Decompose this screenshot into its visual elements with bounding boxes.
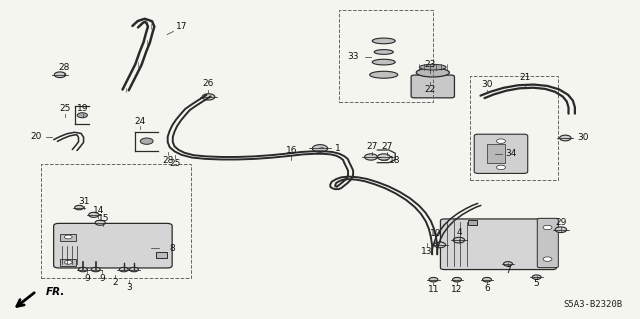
Bar: [41, 164, 191, 278]
Circle shape: [497, 165, 506, 170]
Circle shape: [75, 205, 84, 210]
Text: 28: 28: [58, 63, 70, 72]
Text: 25: 25: [60, 104, 71, 113]
Text: 4: 4: [456, 228, 461, 237]
Circle shape: [202, 94, 215, 100]
Circle shape: [532, 275, 541, 279]
Text: S5A3-B2320B: S5A3-B2320B: [564, 300, 623, 309]
Text: 16: 16: [285, 145, 297, 154]
Text: FR.: FR.: [46, 287, 65, 297]
Text: 8: 8: [170, 243, 175, 253]
Circle shape: [92, 267, 100, 272]
Text: 31: 31: [79, 197, 90, 206]
Text: 19: 19: [77, 104, 89, 113]
Circle shape: [483, 278, 492, 282]
Circle shape: [559, 135, 571, 141]
Ellipse shape: [370, 71, 397, 78]
Text: 28: 28: [163, 156, 174, 165]
Text: 27: 27: [367, 142, 378, 151]
Circle shape: [312, 145, 328, 152]
Text: 9: 9: [84, 274, 90, 283]
Circle shape: [365, 154, 378, 160]
Text: 29: 29: [555, 218, 566, 226]
Text: 22: 22: [424, 85, 435, 94]
FancyBboxPatch shape: [538, 218, 558, 268]
Circle shape: [89, 212, 99, 217]
Circle shape: [54, 72, 66, 78]
Text: 3: 3: [126, 283, 132, 292]
Circle shape: [65, 235, 72, 239]
Circle shape: [429, 278, 438, 282]
Bar: [156, 252, 167, 258]
Text: 6: 6: [484, 284, 490, 293]
Bar: [487, 144, 505, 163]
Text: 27: 27: [381, 142, 392, 151]
Circle shape: [497, 139, 506, 143]
FancyBboxPatch shape: [54, 223, 172, 268]
Text: 25: 25: [169, 159, 180, 168]
Ellipse shape: [374, 50, 394, 54]
Circle shape: [378, 154, 390, 160]
Circle shape: [65, 260, 72, 264]
Text: 34: 34: [506, 149, 517, 158]
FancyBboxPatch shape: [474, 134, 528, 174]
Ellipse shape: [372, 38, 395, 44]
Circle shape: [452, 278, 461, 282]
Text: 26: 26: [203, 79, 214, 88]
Circle shape: [543, 225, 552, 230]
Text: 33: 33: [348, 52, 359, 61]
Circle shape: [434, 242, 445, 248]
Bar: [339, 10, 433, 102]
Text: 17: 17: [176, 22, 188, 31]
Text: 7: 7: [505, 266, 511, 275]
Text: 9: 9: [99, 274, 105, 283]
Circle shape: [504, 262, 513, 266]
Ellipse shape: [416, 68, 449, 77]
Circle shape: [555, 227, 566, 233]
Circle shape: [119, 267, 128, 272]
Circle shape: [79, 267, 88, 272]
Text: 2: 2: [112, 278, 118, 287]
Ellipse shape: [419, 64, 446, 70]
Circle shape: [77, 113, 88, 118]
Bar: [60, 234, 76, 241]
Bar: [470, 76, 557, 180]
Text: 23: 23: [424, 60, 435, 69]
Ellipse shape: [372, 59, 395, 65]
Bar: [468, 219, 477, 225]
Circle shape: [140, 138, 153, 144]
FancyBboxPatch shape: [440, 219, 556, 270]
Circle shape: [129, 267, 138, 272]
Circle shape: [543, 257, 552, 261]
Text: 24: 24: [134, 117, 146, 126]
Text: 14: 14: [93, 206, 104, 215]
Bar: [60, 259, 76, 266]
Text: 13: 13: [421, 247, 433, 256]
Text: 15: 15: [97, 213, 109, 222]
Text: 30: 30: [481, 80, 493, 89]
Text: 11: 11: [428, 285, 439, 294]
Text: 10: 10: [430, 229, 442, 238]
Text: 12: 12: [451, 285, 463, 294]
Text: 5: 5: [534, 279, 540, 288]
Text: 1: 1: [335, 144, 340, 153]
Circle shape: [95, 220, 105, 225]
FancyBboxPatch shape: [411, 75, 454, 98]
Text: 20: 20: [31, 132, 42, 141]
Text: 21: 21: [520, 73, 531, 82]
Text: 18: 18: [390, 156, 401, 165]
Text: 30: 30: [577, 133, 588, 143]
Circle shape: [453, 237, 465, 243]
